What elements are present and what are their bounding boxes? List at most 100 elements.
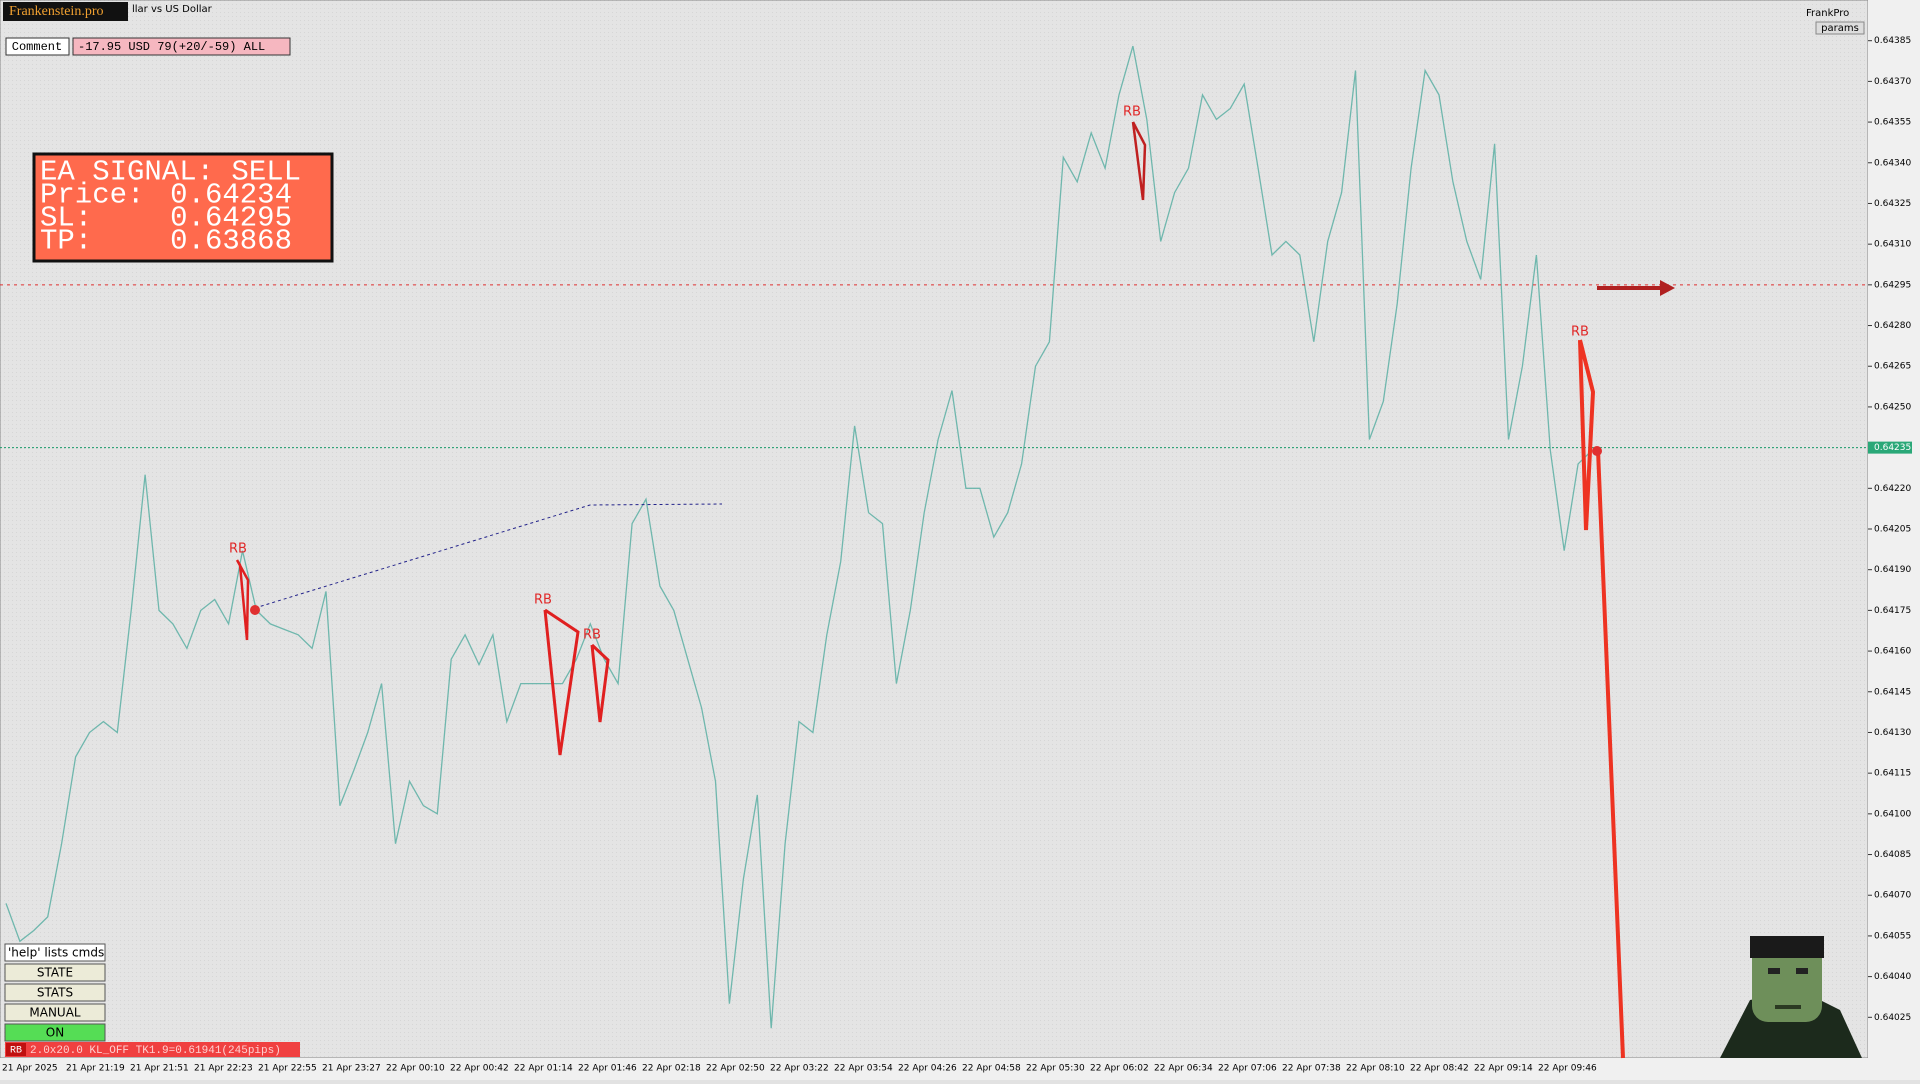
logo: Frankenstein.pro <box>9 4 103 19</box>
comment-label-box <box>5 37 70 56</box>
x-tick-label: 22 Apr 08:10 <box>1346 1064 1405 1074</box>
button[interactable] <box>4 963 106 982</box>
button[interactable] <box>4 1003 106 1022</box>
rb-annotation: RB <box>1571 325 1589 340</box>
sl-value: 0.64295 <box>170 202 292 235</box>
sl-label: SL: <box>40 202 92 235</box>
y-tick-label: 0.64355 <box>1874 118 1911 128</box>
trade-link <box>254 503 723 609</box>
zigzag <box>235 559 250 641</box>
button-label[interactable]: STATS <box>37 986 73 1000</box>
rb-annotation: RB <box>229 542 247 557</box>
y-tick-label: 0.64325 <box>1874 199 1911 209</box>
x-tick-label: 22 Apr 06:34 <box>1154 1064 1213 1074</box>
rb-annotation: RB <box>1123 105 1141 120</box>
y-tick-label: 0.64370 <box>1874 77 1911 87</box>
x-tick-label: 22 Apr 08:42 <box>1410 1064 1469 1074</box>
params-label[interactable]: params <box>1821 23 1859 34</box>
zigzag <box>1131 121 1147 201</box>
x-tick-label: 22 Apr 09:14 <box>1474 1064 1533 1074</box>
x-tick-label: 22 Apr 05:30 <box>1026 1064 1085 1074</box>
x-tick-label: 22 Apr 02:50 <box>706 1064 765 1074</box>
y-tick-label: 0.64025 <box>1874 1013 1911 1023</box>
x-tick-label: 22 Apr 07:38 <box>1282 1064 1341 1074</box>
brand: FrankPro <box>1806 8 1849 19</box>
status-tag-bg <box>6 1043 26 1056</box>
comment-box <box>72 37 291 56</box>
y-tick-label: 0.64085 <box>1874 850 1911 860</box>
x-tick-label: 22 Apr 01:46 <box>578 1064 637 1074</box>
entry-marker <box>250 605 260 615</box>
y-tick-label: 0.64175 <box>1874 606 1911 616</box>
trade-line <box>1578 339 1625 1059</box>
tp-label: TP: <box>40 225 92 258</box>
rb-annotation: RB <box>534 593 552 608</box>
x-tick-label: 21 Apr 22:23 <box>194 1064 253 1074</box>
time-axis <box>0 1058 1868 1080</box>
entry-marker <box>1592 446 1602 456</box>
price-value: 0.64234 <box>170 179 292 212</box>
y-tick-label: 0.64310 <box>1874 240 1911 250</box>
current-price-label: 0.64235 <box>1874 443 1911 453</box>
y-tick-label: 0.64100 <box>1874 809 1911 819</box>
y-tick-label: 0.64265 <box>1874 362 1911 372</box>
y-tick-label: 0.64055 <box>1874 931 1911 941</box>
y-tick-label: 0.64190 <box>1874 565 1911 575</box>
y-tick-label: 0.64145 <box>1874 687 1911 697</box>
x-tick-label: 22 Apr 06:02 <box>1090 1064 1149 1074</box>
x-tick-label: 21 Apr 21:19 <box>66 1064 125 1074</box>
window-title: llar vs US Dollar <box>132 4 213 15</box>
y-tick-label: 0.64220 <box>1874 484 1911 494</box>
button-label[interactable]: STATE <box>37 966 73 980</box>
comment-text: -17.95 USD 79(+20/-59) ALL <box>78 40 265 54</box>
y-tick-label: 0.64385 <box>1874 36 1911 46</box>
x-tick-label: 22 Apr 00:10 <box>386 1064 445 1074</box>
tp-value: 0.63868 <box>170 225 292 258</box>
x-tick-label: 21 Apr 2025 <box>2 1064 58 1074</box>
button[interactable] <box>4 943 106 962</box>
y-tick-label: 0.64280 <box>1874 321 1911 331</box>
price-line <box>5 45 1593 1029</box>
x-tick-label: 22 Apr 07:06 <box>1218 1064 1277 1074</box>
x-tick-label: 21 Apr 22:55 <box>258 1064 317 1074</box>
x-tick-label: 22 Apr 00:42 <box>450 1064 509 1074</box>
status-bar <box>5 1042 300 1057</box>
mascot <box>1720 936 1862 1058</box>
price-axis <box>1868 0 1920 1080</box>
x-tick-label: 21 Apr 23:27 <box>322 1064 381 1074</box>
x-tick-label: 22 Apr 03:22 <box>770 1064 829 1074</box>
y-tick-label: 0.64160 <box>1874 647 1911 657</box>
y-tick-label: 0.64340 <box>1874 158 1911 168</box>
sl-arrow-head <box>1660 280 1675 296</box>
y-tick-label: 0.64130 <box>1874 728 1911 738</box>
button-label[interactable]: 'help' lists cmds <box>8 946 104 960</box>
signal-title: EA SIGNAL: SELL <box>40 156 301 189</box>
button[interactable] <box>4 983 106 1002</box>
x-tick-label: 22 Apr 03:54 <box>834 1064 893 1074</box>
x-tick-label: 22 Apr 01:14 <box>514 1064 573 1074</box>
zigzag <box>543 608 610 756</box>
button[interactable] <box>4 1023 106 1042</box>
x-tick-label: 22 Apr 04:58 <box>962 1064 1021 1074</box>
y-tick-label: 0.64115 <box>1874 769 1911 779</box>
comment-label: Comment <box>12 40 62 54</box>
status-tag: RB <box>10 1046 22 1057</box>
button-label[interactable]: ON <box>46 1026 64 1040</box>
y-tick-label: 0.64205 <box>1874 525 1911 535</box>
logo-bg <box>3 2 128 21</box>
x-tick-label: 21 Apr 21:51 <box>130 1064 189 1074</box>
y-tick-label: 0.64250 <box>1874 402 1911 412</box>
rb-annotation: RB <box>583 628 601 643</box>
price-label: Price: <box>40 179 144 212</box>
params-button[interactable] <box>1815 21 1865 35</box>
current-price-box <box>1868 441 1912 454</box>
y-tick-label: 0.64070 <box>1874 891 1911 901</box>
x-tick-label: 22 Apr 04:26 <box>898 1064 957 1074</box>
signal-box <box>32 152 334 263</box>
button-label[interactable]: MANUAL <box>29 1006 81 1020</box>
x-tick-label: 22 Apr 02:18 <box>642 1064 701 1074</box>
x-tick-label: 22 Apr 09:46 <box>1538 1064 1597 1074</box>
status-text: 2.0x20.0 KL_OFF TK1.9=0.61941(245pips) <box>30 1045 281 1057</box>
